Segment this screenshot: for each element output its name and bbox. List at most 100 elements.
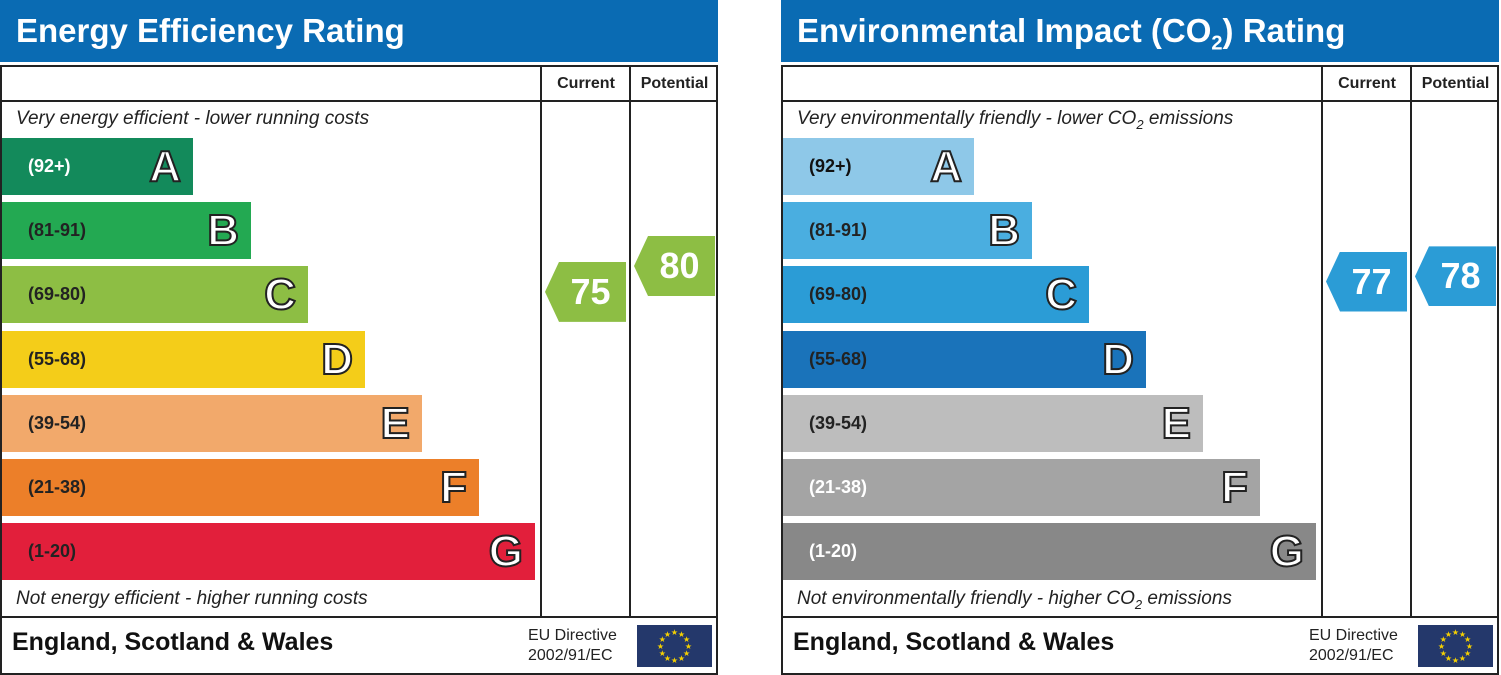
band-bar-c: (69-80) C: [783, 266, 1089, 323]
directive-line: EU Directive: [528, 627, 617, 644]
band-bar-a: (92+) A: [2, 138, 193, 195]
eu-flag-icon: ★ ★ ★ ★ ★ ★ ★ ★ ★ ★ ★ ★: [1418, 625, 1493, 667]
star-icon: ★: [1440, 635, 1447, 644]
column-header-current: Current: [557, 75, 615, 92]
region-label: England, Scotland & Wales: [12, 628, 334, 656]
top-note: Very energy efficient - lower running co…: [16, 108, 370, 129]
band-bar-e: (39-54) E: [2, 395, 422, 452]
band-letter: G: [1269, 526, 1305, 577]
potential-rating-arrow: 80: [634, 236, 715, 296]
band-letter: G: [488, 526, 524, 577]
band-bar-a: (92+) A: [783, 138, 974, 195]
star-icon: ★: [1459, 630, 1466, 639]
directive-line: 2002/91/EC: [1309, 647, 1394, 664]
footer-divider: [781, 616, 1499, 618]
band-bar-d: (55-68) D: [2, 331, 365, 388]
current-rating-arrow: 75: [545, 261, 626, 322]
band-letter: E: [1161, 398, 1192, 449]
band-letter: F: [1220, 462, 1249, 513]
band-range: (39-54): [809, 413, 868, 433]
band-letter: B: [987, 205, 1021, 256]
band-letter: A: [929, 141, 963, 192]
star-icon: ★: [1452, 628, 1459, 637]
band-range: (55-68): [809, 349, 868, 369]
column-divider: [1410, 65, 1412, 618]
band-range: (1-20): [28, 541, 77, 561]
rating-table: [781, 65, 1499, 675]
star-icon: ★: [1445, 630, 1452, 639]
column-divider: [1321, 65, 1323, 618]
top-note: Very environmentally friendly - lower CO…: [797, 108, 1234, 132]
band-range: (1-20): [809, 541, 858, 561]
band-letter: C: [1044, 269, 1078, 320]
band-bar-b: (81-91) B: [783, 202, 1032, 259]
star-icon: ★: [657, 642, 664, 651]
band-bar-c: (69-80) C: [2, 266, 308, 323]
band-bar-f: (21-38) F: [783, 459, 1260, 516]
eu-directive: EU Directive 2002/91/EC: [528, 626, 617, 666]
band-range: (92+): [809, 156, 852, 176]
star-icon: ★: [1466, 642, 1473, 651]
band-letter: B: [206, 205, 240, 256]
band-letter: F: [439, 462, 468, 513]
star-icon: ★: [664, 654, 671, 663]
band-bar-g: (1-20) G: [783, 523, 1316, 580]
band-range: (21-38): [809, 477, 868, 497]
band-range: (92+): [28, 156, 71, 176]
star-icon: ★: [659, 649, 666, 658]
band-range: (81-91): [28, 220, 87, 240]
band-range: (55-68): [28, 349, 87, 369]
band-range: (69-80): [28, 284, 87, 304]
band-range: (21-38): [28, 477, 87, 497]
directive-line: 2002/91/EC: [528, 647, 613, 664]
bottom-note: Not energy efficient - higher running co…: [16, 588, 368, 609]
header-row-divider: [0, 100, 718, 102]
star-icon: ★: [678, 630, 685, 639]
column-divider: [540, 65, 542, 618]
star-icon: ★: [683, 649, 690, 658]
band-bar-e: (39-54) E: [783, 395, 1203, 452]
star-icon: ★: [1440, 649, 1447, 658]
band-range: (39-54): [28, 413, 87, 433]
column-divider: [629, 65, 631, 618]
star-icon: ★: [671, 656, 678, 665]
band-range: (69-80): [809, 284, 868, 304]
star-icon: ★: [659, 635, 666, 644]
band-letter: D: [320, 334, 354, 385]
band-bar-b: (81-91) B: [2, 202, 251, 259]
chart-title: Environmental Impact (CO2) Rating: [781, 0, 1499, 62]
band-bar-f: (21-38) F: [2, 459, 479, 516]
band-range: (81-91): [809, 220, 868, 240]
band-letter: D: [1101, 334, 1135, 385]
eu-flag-icon: ★ ★ ★ ★ ★ ★ ★ ★ ★ ★ ★ ★: [637, 625, 712, 667]
star-icon: ★: [678, 654, 685, 663]
star-icon: ★: [683, 635, 690, 644]
column-header-potential: Potential: [1421, 75, 1490, 92]
directive-line: EU Directive: [1309, 627, 1398, 644]
star-icon: ★: [671, 628, 678, 637]
band-bar-d: (55-68) D: [783, 331, 1146, 388]
star-icon: ★: [1445, 654, 1452, 663]
current-rating-arrow: 77: [1326, 251, 1407, 312]
header-row-divider: [781, 100, 1499, 102]
footer-divider: [0, 616, 718, 618]
region-label: England, Scotland & Wales: [793, 628, 1115, 656]
chart-title: Energy Efficiency Rating: [0, 0, 718, 62]
bottom-note: Not environmentally friendly - higher CO…: [797, 588, 1232, 612]
star-icon: ★: [685, 642, 692, 651]
star-icon: ★: [1459, 654, 1466, 663]
star-icon: ★: [1464, 649, 1471, 658]
potential-rating-arrow: 78: [1415, 246, 1496, 307]
star-icon: ★: [1438, 642, 1445, 651]
energy-efficiency-panel: Energy Efficiency Rating Current Potential…: [0, 0, 720, 675]
column-header-potential: Potential: [640, 75, 709, 92]
eu-directive: EU Directive 2002/91/EC: [1309, 626, 1398, 666]
star-icon: ★: [1464, 635, 1471, 644]
band-letter: A: [148, 141, 182, 192]
band-bar-g: (1-20) G: [2, 523, 535, 580]
column-header-current: Current: [1338, 75, 1396, 92]
environmental-impact-panel: Environmental Impact (CO2) Rating Current…: [781, 0, 1501, 675]
band-letter: C: [263, 269, 297, 320]
star-icon: ★: [1452, 656, 1459, 665]
band-letter: E: [380, 398, 411, 449]
